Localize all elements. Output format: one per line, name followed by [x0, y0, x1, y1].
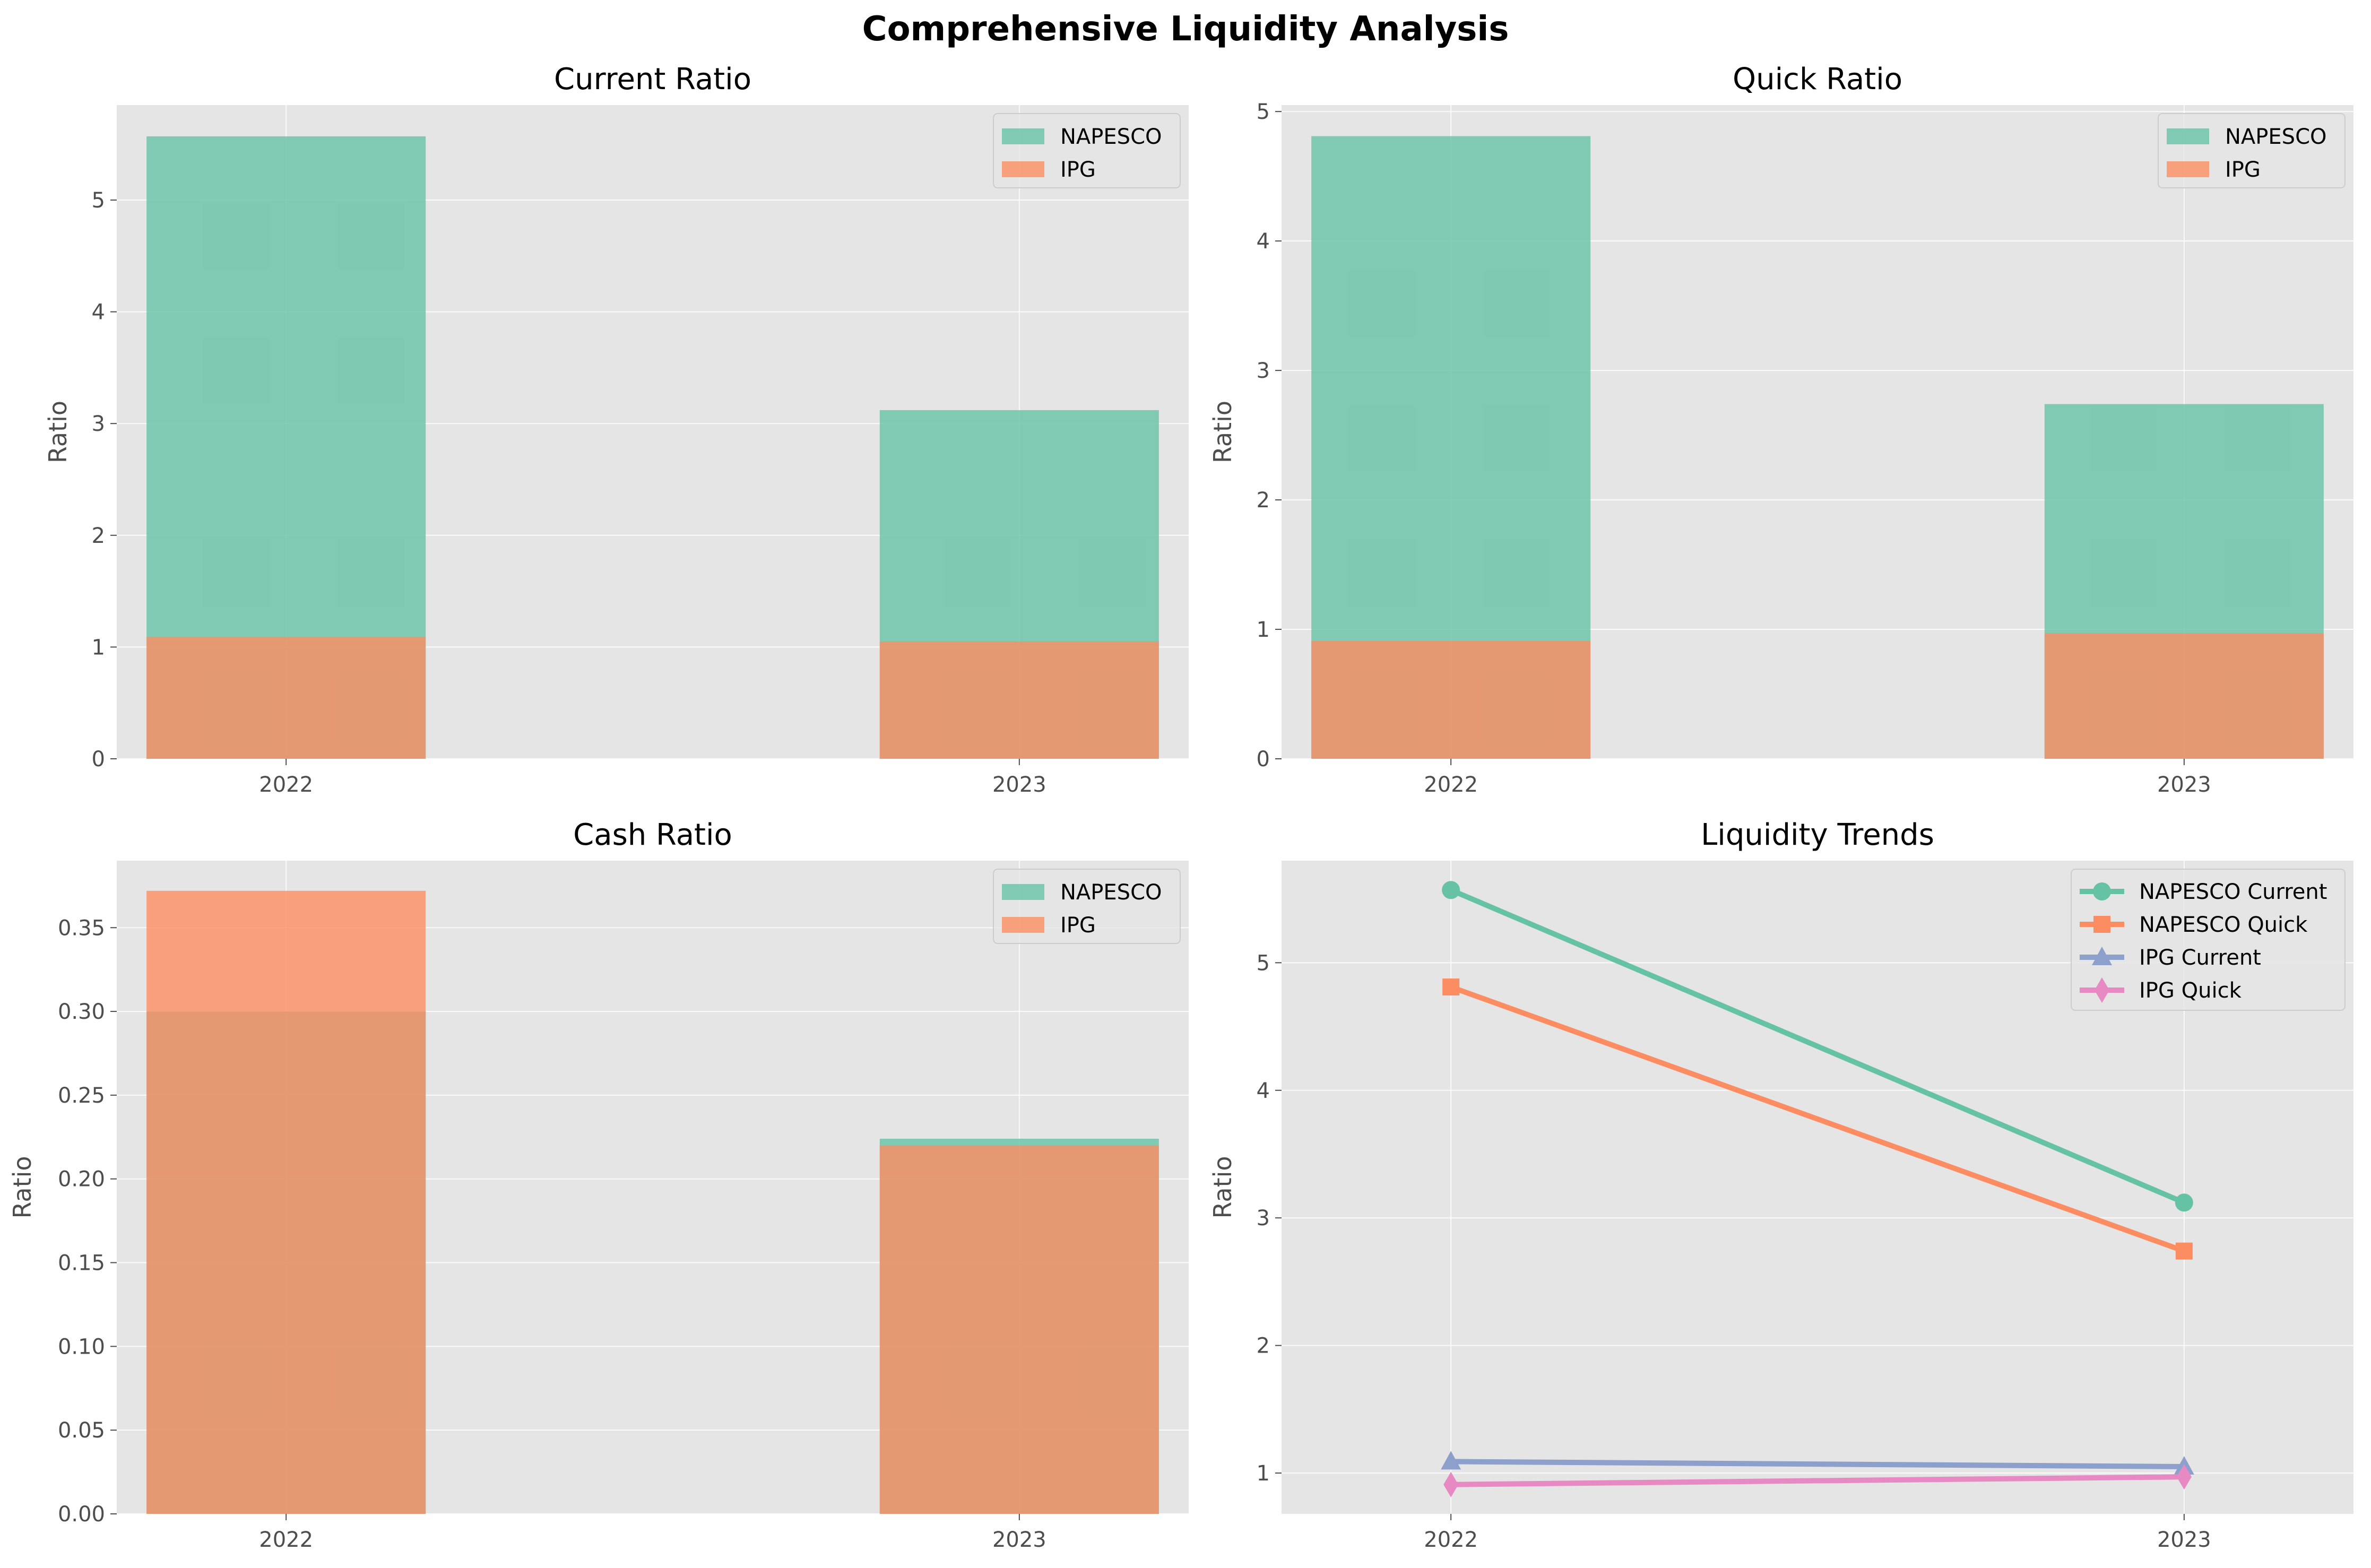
y-tick-label: 1 — [92, 635, 105, 660]
legend-marker-napesco-quick — [2093, 916, 2110, 933]
y-tick-label: 0.35 — [58, 916, 105, 940]
x-tick-label: 2022 — [1424, 773, 1478, 797]
bar-ipg-2022 — [146, 890, 426, 1514]
y-tick-label: 2 — [1257, 1334, 1270, 1358]
y-tick-label: 0.25 — [58, 1084, 105, 1108]
legend-swatch-napesco — [1002, 884, 1044, 900]
legend-label-napesco-quick: NAPESCO Quick — [2139, 913, 2308, 937]
legend-marker-ipg-quick — [2095, 977, 2109, 1003]
point-ipg-current-2022 — [1441, 1451, 1461, 1470]
point-napesco-current-2023 — [2175, 1193, 2193, 1212]
legend-label-napesco-current: NAPESCO Current — [2139, 880, 2327, 904]
y-tick-label: 4 — [1257, 1079, 1270, 1103]
y-tick-label: 5 — [1257, 951, 1270, 975]
x-tick-label: 2023 — [992, 773, 1046, 797]
x-tick-label: 2023 — [2157, 773, 2211, 797]
legend-swatch-napesco — [2167, 128, 2209, 144]
bar-ipg-2023 — [879, 1145, 1159, 1514]
panel-title: Current Ratio — [554, 62, 751, 97]
y-tick-label: 0.10 — [58, 1335, 105, 1359]
point-napesco-quick-2023 — [2175, 1242, 2193, 1260]
y-tick-label: 3 — [1257, 359, 1270, 383]
legend-marker-napesco-current — [2093, 882, 2111, 900]
y-tick-label: 0 — [1257, 747, 1270, 772]
panel-title: Quick Ratio — [1733, 62, 1902, 97]
y-tick-label: 5 — [1257, 100, 1270, 124]
y-tick-label: 0.30 — [58, 1000, 105, 1024]
legend-label-ipg: IPG — [1060, 158, 1096, 182]
x-tick-label: 2022 — [1424, 1528, 1478, 1552]
y-tick-label: 1 — [1257, 1461, 1270, 1486]
y-tick-label: 3 — [1257, 1206, 1270, 1231]
panel-title: Cash Ratio — [573, 818, 732, 852]
point-ipg-quick-2022 — [1443, 1471, 1459, 1497]
panel-current-ratio: Current Ratio Ratio 0 1 2 3 4 5 2022 2023 NAPESCO I… — [44, 62, 1189, 797]
point-napesco-current-2022 — [1442, 881, 1460, 899]
legend-label-ipg-current: IPG Current — [2139, 946, 2261, 970]
x-tick-label: 2022 — [259, 773, 313, 797]
legend-swatch-napesco — [1002, 128, 1044, 144]
y-axis-label: Ratio — [1208, 1156, 1237, 1218]
y-tick-label: 4 — [92, 300, 105, 325]
y-tick-label: 0.05 — [58, 1418, 105, 1443]
y-axis-label: Ratio — [44, 401, 72, 463]
line-ipg-quick — [1451, 1474, 2184, 1487]
line-ipg-current — [1451, 1459, 2184, 1470]
bar-ipg-2022 — [1311, 640, 1591, 759]
y-tick-label: 2 — [92, 524, 105, 548]
legend-label-ipg: IPG — [1060, 913, 1096, 938]
x-tick-label: 2023 — [2157, 1528, 2211, 1552]
legend-swatch-ipg — [2167, 161, 2209, 177]
bar-ipg-2022 — [146, 637, 426, 759]
figure-title: Comprehensive Liquidity Analysis — [862, 10, 1509, 49]
legend-box — [2071, 869, 2346, 1011]
y-tick-label: 0 — [92, 747, 105, 772]
panel-cash-ratio: Cash Ratio Ratio 0.00 0.05 0.10 0.15 0.20 0.25 0… — [8, 818, 1189, 1552]
y-tick-label: 0.15 — [58, 1251, 105, 1276]
point-ipg-quick-2023 — [2176, 1464, 2192, 1490]
line-napesco-current — [1450, 887, 2185, 1205]
y-tick-label: 5 — [92, 188, 105, 213]
x-tick-label: 2023 — [992, 1528, 1046, 1552]
y-tick-label: 0.20 — [58, 1167, 105, 1192]
y-tick-label: 0.00 — [58, 1502, 105, 1527]
legend-label-napesco: NAPESCO — [2225, 125, 2326, 149]
point-napesco-quick-2022 — [1442, 978, 1460, 996]
y-axis-label: Ratio — [8, 1156, 37, 1218]
y-tick-label: 4 — [1257, 229, 1270, 254]
y-tick-label: 1 — [1257, 618, 1270, 642]
panel-title: Liquidity Trends — [1701, 818, 1934, 852]
legend-label-napesco: NAPESCO — [1060, 125, 1162, 149]
panel-quick-ratio: Quick Ratio Ratio 0 1 2 3 4 5 2022 2023 NAPESCO IPG — [1208, 62, 2353, 797]
y-tick-label: 3 — [92, 412, 105, 436]
legend-swatch-ipg — [1002, 161, 1044, 177]
legend-swatch-ipg — [1002, 917, 1044, 933]
legend-marker-ipg-current — [2092, 947, 2112, 965]
y-tick-label: 2 — [1257, 488, 1270, 513]
legend-label-napesco: NAPESCO — [1060, 880, 1162, 905]
line-napesco-quick — [1450, 984, 2185, 1254]
x-tick-label: 2022 — [259, 1528, 313, 1552]
y-axis-label: Ratio — [1208, 401, 1237, 463]
bar-ipg-2023 — [879, 641, 1159, 759]
legend-label-ipg: IPG — [2225, 158, 2261, 182]
bar-ipg-2023 — [2044, 633, 2324, 759]
panel-liquidity-trends: Liquidity Trends Ratio 1 2 3 4 5 2022 2023 NAPESC… — [1208, 818, 2353, 1552]
legend-label-ipg-quick: IPG Quick — [2139, 978, 2242, 1003]
